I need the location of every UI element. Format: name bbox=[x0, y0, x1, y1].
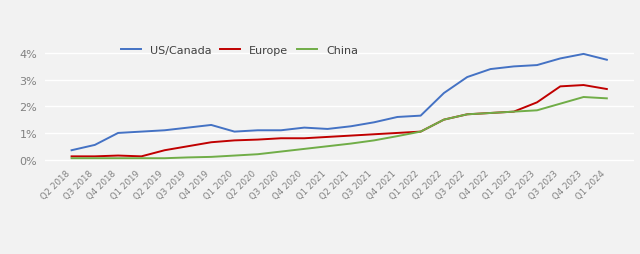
Europe bbox=[347, 135, 355, 138]
China bbox=[533, 109, 541, 113]
China bbox=[580, 96, 588, 99]
Line: US/Canada: US/Canada bbox=[72, 55, 607, 151]
US/Canada bbox=[324, 128, 332, 131]
Europe bbox=[556, 86, 564, 89]
China bbox=[417, 131, 424, 134]
Europe bbox=[440, 119, 448, 122]
Legend: US/Canada, Europe, China: US/Canada, Europe, China bbox=[121, 46, 358, 56]
US/Canada bbox=[533, 64, 541, 67]
Europe bbox=[138, 155, 145, 158]
Europe bbox=[230, 139, 238, 142]
China bbox=[371, 139, 378, 142]
US/Canada bbox=[300, 126, 308, 130]
US/Canada bbox=[603, 59, 611, 62]
US/Canada bbox=[463, 76, 471, 79]
US/Canada bbox=[138, 131, 145, 134]
China bbox=[207, 156, 215, 159]
China bbox=[394, 135, 401, 138]
China bbox=[91, 157, 99, 160]
US/Canada bbox=[371, 121, 378, 124]
China bbox=[184, 156, 192, 159]
US/Canada bbox=[580, 53, 588, 56]
Europe bbox=[324, 136, 332, 139]
China bbox=[486, 112, 494, 115]
US/Canada bbox=[254, 129, 262, 132]
Europe bbox=[580, 84, 588, 87]
Europe bbox=[91, 155, 99, 158]
Europe bbox=[533, 101, 541, 104]
China bbox=[230, 154, 238, 157]
Line: Europe: Europe bbox=[72, 86, 607, 157]
China bbox=[115, 157, 122, 160]
US/Canada bbox=[556, 58, 564, 61]
US/Canada bbox=[440, 92, 448, 95]
US/Canada bbox=[277, 129, 285, 132]
US/Canada bbox=[486, 68, 494, 71]
Europe bbox=[207, 141, 215, 144]
US/Canada bbox=[510, 66, 518, 69]
Europe bbox=[68, 155, 76, 158]
China bbox=[277, 150, 285, 153]
US/Canada bbox=[207, 124, 215, 127]
Europe bbox=[371, 133, 378, 136]
Line: China: China bbox=[72, 98, 607, 158]
China bbox=[347, 142, 355, 146]
US/Canada bbox=[115, 132, 122, 135]
Europe bbox=[277, 137, 285, 140]
US/Canada bbox=[230, 131, 238, 134]
China bbox=[161, 157, 168, 160]
Europe bbox=[486, 112, 494, 115]
US/Canada bbox=[68, 149, 76, 152]
Europe bbox=[300, 137, 308, 140]
China bbox=[440, 119, 448, 122]
China bbox=[324, 145, 332, 148]
Europe bbox=[184, 145, 192, 148]
US/Canada bbox=[91, 144, 99, 147]
China bbox=[138, 157, 145, 160]
China bbox=[254, 153, 262, 156]
Europe bbox=[417, 131, 424, 134]
Europe bbox=[115, 154, 122, 157]
China bbox=[556, 103, 564, 106]
China bbox=[510, 111, 518, 114]
US/Canada bbox=[394, 116, 401, 119]
US/Canada bbox=[161, 129, 168, 132]
China bbox=[68, 157, 76, 160]
Europe bbox=[510, 111, 518, 114]
US/Canada bbox=[347, 125, 355, 128]
US/Canada bbox=[417, 115, 424, 118]
Europe bbox=[394, 132, 401, 135]
Europe bbox=[463, 113, 471, 116]
China bbox=[463, 113, 471, 116]
US/Canada bbox=[184, 126, 192, 130]
Europe bbox=[161, 149, 168, 152]
Europe bbox=[254, 138, 262, 141]
China bbox=[300, 148, 308, 151]
China bbox=[603, 98, 611, 101]
Europe bbox=[603, 88, 611, 91]
